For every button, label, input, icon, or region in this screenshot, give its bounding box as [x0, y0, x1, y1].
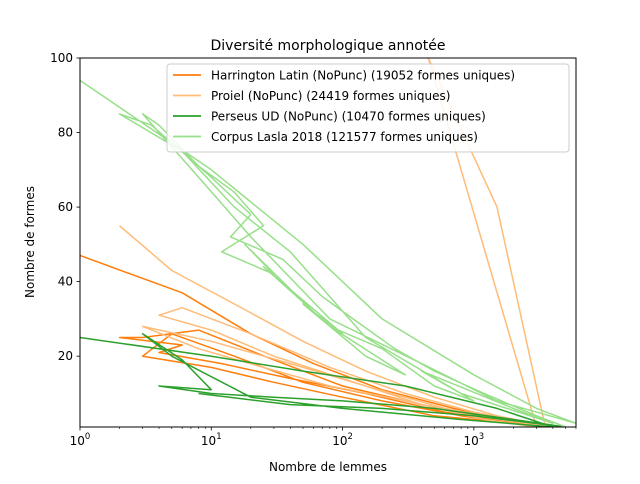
y-tick-label: 100: [50, 51, 73, 65]
y-tick-label: 80: [58, 126, 73, 140]
x-tick-label: 103: [463, 432, 484, 448]
y-tick-label: 60: [58, 200, 73, 214]
x-tick-exponent: 3: [479, 432, 484, 442]
y-tick-label: 40: [58, 275, 73, 289]
series-line-1: [119, 58, 554, 427]
legend-label-3: Corpus Lasla 2018 (121577 formes uniques…: [211, 130, 478, 144]
chart-title: Diversité morphologique annotée: [210, 38, 445, 54]
x-tick-exponent: 2: [347, 432, 352, 442]
legend: Harrington Latin (NoPunc) (19052 formes …: [166, 63, 570, 153]
axes-frame: [79, 57, 577, 428]
y-axis: 20 40 60 80 100: [50, 51, 80, 363]
x-tick-label: 102: [332, 432, 353, 448]
x-tick-exponent: 1: [216, 432, 221, 442]
x-axis: 100 101 102 103: [70, 427, 577, 448]
x-axis-label: Nombre de lemmes: [269, 460, 387, 474]
x-tick-base: 10: [463, 434, 478, 448]
x-tick-base: 10: [70, 434, 85, 448]
y-tick-label: 20: [58, 349, 73, 363]
series-line-3: [80, 79, 576, 427]
legend-label-0: Harrington Latin (NoPunc) (19052 formes …: [211, 69, 515, 83]
legend-label-2: Perseus UD (NoPunc) (10470 formes unique…: [211, 110, 486, 124]
legend-label-1: Proiel (NoPunc) (24419 formes uniques): [211, 89, 450, 103]
x-tick-label: 101: [201, 432, 222, 448]
x-tick-exponent: 0: [85, 432, 90, 442]
legend-box: [166, 63, 570, 153]
series-layer: [80, 58, 576, 427]
y-axis-label: Nombre de formes: [23, 186, 37, 298]
x-tick-label: 100: [70, 432, 91, 448]
x-tick-base: 10: [332, 434, 347, 448]
x-tick-base: 10: [201, 434, 216, 448]
series-line-2: [80, 333, 567, 427]
